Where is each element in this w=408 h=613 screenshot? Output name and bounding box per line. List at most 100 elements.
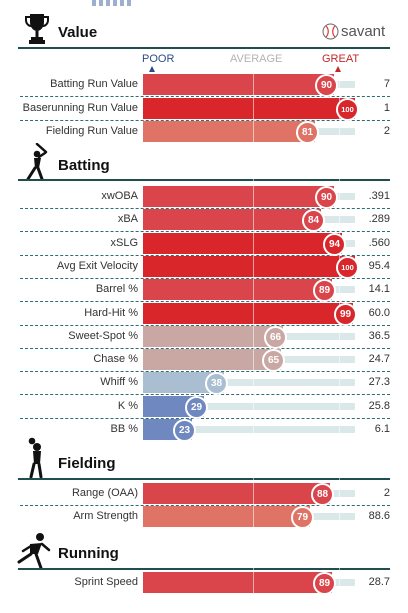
percentile-badge: 84 (302, 209, 325, 233)
percentile-row[interactable]: Batting Run Value 90 7 (0, 73, 408, 97)
savant-brand-text: savant (341, 23, 386, 40)
metric-value: .560 (368, 236, 390, 249)
fielder-icon (26, 437, 46, 484)
percentile-row[interactable]: K % 29 25.8 (0, 395, 408, 419)
metric-value: 1 (383, 101, 390, 114)
metric-label: Hard-Hit % (84, 306, 138, 319)
percentile-badge: 89 (313, 572, 336, 595)
metric-value: .391 (368, 190, 390, 202)
percentile-row[interactable]: xwOBA 90 .391 (0, 185, 408, 209)
scale-great-marker (335, 66, 341, 72)
runner-icon (16, 532, 52, 575)
percentile-bar (143, 349, 281, 371)
percentile-badge: 29 (185, 395, 208, 419)
scale-average-label: AVERAGE (230, 53, 283, 65)
percentile-row[interactable]: xBA 84 .289 (0, 208, 408, 233)
row-separator (20, 231, 390, 233)
row-separator (20, 371, 390, 373)
metric-label: xSLG (110, 236, 138, 249)
percentile-badge: 90 (315, 186, 338, 209)
section-divider-value (18, 47, 390, 49)
percentile-badge: 99 (334, 302, 357, 326)
section-title-batting: Batting (58, 157, 110, 174)
percentile-bar (143, 483, 330, 504)
row-separator (20, 324, 390, 326)
metric-value: 6.1 (374, 423, 390, 435)
metric-value: 2 (383, 125, 390, 137)
metric-label: Baserunning Run Value (22, 101, 138, 114)
metric-label: Range (OAA) (71, 487, 138, 499)
percentile-row[interactable]: Arm Strength 79 88.6 (0, 505, 408, 529)
metric-value: 60.0 (368, 306, 390, 319)
section-divider-batting (18, 179, 390, 181)
percentile-row[interactable]: Chase % 65 24.7 (0, 348, 408, 373)
batter-icon (22, 142, 48, 186)
scale-poor-label: POOR (142, 53, 175, 65)
percentile-row[interactable]: Sweet-Spot % 66 36.5 (0, 325, 408, 349)
section-divider-running (18, 568, 390, 570)
percentile-badge: 90 (315, 74, 338, 97)
baseball-icon (322, 23, 339, 40)
percentile-badge: 66 (264, 325, 287, 349)
percentile-bar (143, 302, 353, 324)
percentile-row[interactable]: xSLG 94 .560 (0, 232, 408, 256)
percentile-bar (143, 572, 332, 593)
percentile-bar (143, 255, 355, 277)
scale-poor-marker (149, 66, 155, 72)
top-edge-mark (92, 0, 134, 6)
metric-label: Whiff % (100, 376, 138, 389)
metric-label: BB % (110, 423, 138, 435)
percentile-bar (143, 232, 342, 254)
metric-value: 24.7 (368, 353, 390, 366)
metric-value: 14.1 (368, 283, 390, 296)
percentile-badge: 94 (323, 232, 346, 256)
section-title-value: Value (58, 24, 98, 41)
percentile-badge: 65 (262, 349, 285, 373)
metric-label: Arm Strength (73, 510, 138, 522)
section-title-fielding: Fielding (58, 455, 116, 472)
metric-value: 88.6 (368, 510, 390, 522)
percentile-row[interactable]: Baserunning Run Value 100 1 (0, 97, 408, 121)
percentile-row[interactable]: Barrel % 89 14.1 (0, 278, 408, 303)
row-separator (20, 301, 390, 303)
row-separator (20, 277, 390, 279)
percentile-track (143, 379, 355, 387)
percentile-row[interactable]: Whiff % 38 27.3 (0, 371, 408, 396)
percentile-badge: 81 (296, 121, 319, 144)
percentile-badge: 38 (205, 372, 228, 396)
section-divider-fielding (18, 478, 390, 480)
percentile-bar (143, 372, 224, 394)
percentile-row[interactable]: BB % 23 6.1 (0, 418, 408, 442)
metric-label: xwOBA (101, 190, 138, 202)
percentile-row[interactable]: Range (OAA) 88 2 (0, 482, 408, 506)
percentile-row[interactable]: Sprint Speed 89 28.7 (0, 571, 408, 595)
percentile-bar (143, 506, 310, 527)
percentile-bar (143, 74, 334, 95)
percentile-track (143, 402, 355, 410)
percentile-bar (143, 325, 283, 347)
percentile-row[interactable]: Fielding Run Value 81 2 (0, 120, 408, 144)
row-separator (20, 505, 390, 506)
metric-label: xBA (117, 213, 138, 226)
metric-value: 36.5 (368, 329, 390, 342)
percentile-bar (143, 209, 321, 231)
row-separator (20, 119, 390, 121)
metric-label: Chase % (93, 353, 138, 366)
metric-label: Fielding Run Value (45, 125, 138, 137)
row-separator (20, 347, 390, 349)
section-title-running: Running (58, 545, 119, 562)
percentile-row[interactable]: Avg Exit Velocity 100 95.4 (0, 255, 408, 279)
metric-value: 28.7 (368, 576, 390, 588)
metric-value: 27.3 (368, 376, 390, 389)
metric-label: Batting Run Value (50, 78, 138, 90)
row-separator (20, 417, 390, 419)
percentile-badge: 100 (336, 255, 359, 279)
percentile-track (143, 426, 355, 433)
trophy-icon (24, 12, 50, 51)
metric-label: Sprint Speed (74, 576, 138, 588)
metric-value: .289 (368, 213, 390, 226)
scale-great-label: GREAT (322, 53, 360, 65)
percentile-bar (143, 97, 355, 119)
percentile-badge: 88 (311, 483, 334, 506)
percentile-row[interactable]: Hard-Hit % 99 60.0 (0, 302, 408, 326)
